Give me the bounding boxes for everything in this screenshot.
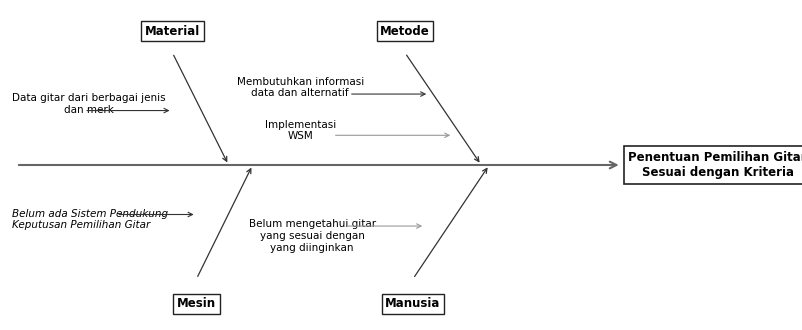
Text: Manusia: Manusia [385,297,441,310]
Text: Data gitar dari berbagai jenis
dan merk: Data gitar dari berbagai jenis dan merk [12,93,166,115]
Text: Mesin: Mesin [177,297,216,310]
Text: Belum ada Sistem Pendukung
Keputusan Pemilihan Gitar: Belum ada Sistem Pendukung Keputusan Pem… [12,209,168,230]
Text: Belum mengetahui gitar
yang sesuai dengan
yang diinginkan: Belum mengetahui gitar yang sesuai denga… [249,219,376,252]
Text: Penentuan Pemilihan Gitar
Sesuai dengan Kriteria: Penentuan Pemilihan Gitar Sesuai dengan … [629,151,802,179]
Text: Material: Material [145,25,200,38]
Text: Metode: Metode [380,25,430,38]
Text: Membutuhkan informasi
data dan alternatif: Membutuhkan informasi data dan alternati… [237,77,364,98]
Text: Implementasi
WSM: Implementasi WSM [265,119,336,141]
